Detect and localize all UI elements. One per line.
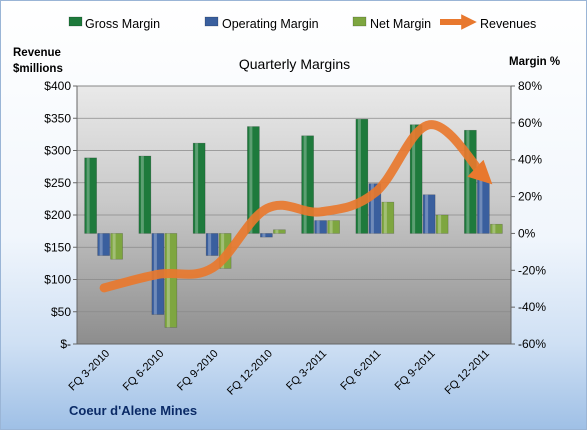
bar-operating-margin — [314, 220, 327, 234]
bar-operating-margin — [477, 177, 490, 234]
x-tick-label: FQ 9-2010 — [175, 348, 221, 394]
bar-highlight — [99, 233, 103, 256]
bar-gross-margin — [301, 135, 314, 234]
bar-highlight — [140, 156, 144, 234]
right-tick-label: -60% — [518, 337, 546, 351]
bar-gross-margin — [247, 126, 260, 234]
x-tick-label: FQ 6-2010 — [121, 348, 167, 394]
legend-swatch — [352, 16, 367, 27]
company-name: Coeur d'Alene Mines — [69, 403, 198, 418]
bar-highlight — [221, 233, 225, 269]
x-tick-label: FQ 3-2010 — [67, 348, 113, 394]
line-revenues — [99, 120, 493, 293]
right-tick-label: 20% — [518, 190, 542, 204]
left-tick-label: $- — [60, 337, 71, 351]
bar-gross-margin — [464, 129, 477, 234]
left-tick-label: $300 — [44, 144, 71, 158]
left-tick-label: $350 — [44, 111, 71, 125]
bar-highlight — [112, 233, 116, 260]
legend-swatch — [204, 16, 219, 27]
bar-gross-margin — [355, 118, 369, 234]
bar-highlight — [466, 130, 470, 234]
x-tick-label: FQ 9-2011 — [393, 348, 438, 393]
right-tick-label: -20% — [518, 263, 546, 277]
bar-highlight — [249, 126, 253, 234]
chart-title: Quarterly Margins — [238, 56, 351, 72]
bar-highlight — [208, 233, 212, 256]
bar-net-margin — [164, 233, 178, 328]
bar-highlight — [357, 119, 361, 234]
right-tick-label: 60% — [518, 116, 542, 130]
legend-revenues: Revenues — [480, 17, 537, 31]
bar-highlight — [438, 215, 442, 234]
right-tick-label: -40% — [518, 300, 546, 314]
bar-net-margin — [435, 214, 449, 234]
x-tick-label: FQ 12-2010 — [225, 348, 275, 398]
bar-highlight — [195, 143, 199, 234]
bar-highlight — [166, 233, 170, 328]
bar-gross-margin — [84, 157, 97, 234]
legend-operating-margin: Operating Margin — [222, 17, 319, 31]
legend-net-margin: Net Margin — [370, 17, 432, 31]
bar-net-margin — [327, 220, 340, 234]
legend-gross-margin: Gross Margin — [85, 17, 161, 31]
right-tick-label: 0% — [518, 226, 536, 240]
bar-highlight — [86, 157, 90, 234]
bar-net-margin — [110, 233, 123, 260]
right-tick-label: 40% — [518, 153, 542, 167]
left-tick-label: $400 — [44, 79, 71, 93]
bar-highlight — [303, 135, 307, 234]
x-tick-label: FQ 3-2011 — [284, 348, 329, 393]
bar-highlight — [275, 229, 279, 234]
right-axis-title: Margin % — [509, 56, 561, 68]
x-tick-label: FQ 6-2011 — [338, 348, 383, 393]
bar-highlight — [316, 220, 320, 234]
bar-gross-margin — [138, 155, 152, 234]
bar-gross-margin — [409, 124, 423, 234]
bar-highlight — [329, 220, 333, 234]
bar-gross-margin — [192, 142, 206, 234]
bar-highlight — [262, 233, 266, 238]
legend-swatch — [68, 16, 83, 27]
bar-highlight — [383, 202, 387, 234]
bar-operating-margin — [422, 194, 436, 234]
bar-operating-margin — [205, 233, 219, 256]
left-tick-label: $50 — [51, 305, 71, 319]
bar-highlight — [412, 124, 416, 234]
x-tick-label: FQ 12-2011 — [443, 348, 492, 397]
left-tick-label: $200 — [44, 208, 71, 222]
left-tick-label: $250 — [44, 176, 71, 190]
bar-operating-margin — [260, 233, 273, 238]
left-tick-label: $100 — [44, 273, 71, 287]
left-tick-label: $150 — [44, 240, 71, 254]
left-axis-title: Revenue $millions — [13, 47, 63, 75]
right-tick-label: 80% — [518, 79, 542, 93]
bar-net-margin — [490, 223, 503, 234]
bar-highlight — [370, 183, 374, 234]
bar-operating-margin — [97, 233, 110, 256]
bar-highlight — [492, 224, 496, 234]
bar-highlight — [425, 194, 429, 234]
bar-net-margin — [273, 229, 286, 234]
bar-net-margin — [381, 201, 395, 234]
bar-highlight — [479, 178, 483, 234]
